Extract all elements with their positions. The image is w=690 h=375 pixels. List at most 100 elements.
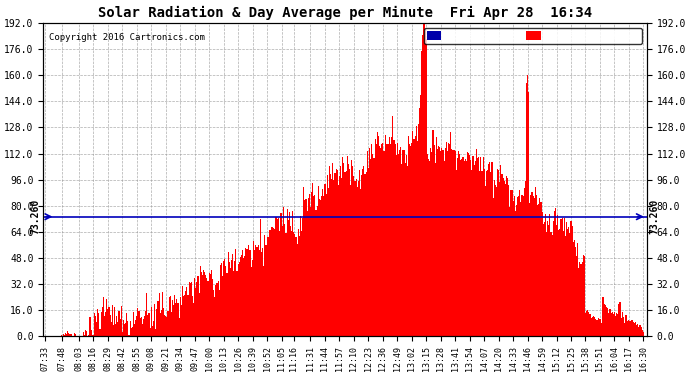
Bar [346,156,348,336]
Bar [593,316,594,336]
Bar [95,316,96,336]
Bar [113,325,114,336]
Bar [547,222,548,336]
Bar [551,235,553,336]
Bar [310,207,311,336]
Bar [339,176,340,336]
Bar [616,314,618,336]
Bar [344,172,346,336]
Bar [438,146,439,336]
Bar [70,334,72,336]
Bar [156,309,157,336]
Bar [640,327,642,336]
Bar [309,194,310,336]
Bar [192,296,193,336]
Text: 73.260: 73.260 [30,199,40,234]
Bar [121,332,123,336]
Bar [507,178,508,336]
Bar [281,213,282,336]
Bar [468,153,469,336]
Bar [67,331,68,336]
Bar [123,321,124,336]
Bar [440,150,442,336]
Bar [90,330,92,336]
Bar [142,324,143,336]
Bar [197,276,199,336]
Bar [226,273,228,336]
Bar [331,179,332,336]
Bar [277,218,279,336]
Bar [333,180,335,336]
Bar [159,312,161,336]
Bar [498,170,499,336]
Bar [459,154,460,336]
Bar [448,143,449,336]
Bar [366,152,368,336]
Bar [605,305,606,336]
Bar [107,309,108,336]
Bar [270,230,271,336]
Bar [504,182,505,336]
Bar [524,188,525,336]
Bar [288,220,289,336]
Bar [286,209,288,336]
Legend: Median (W/m2), Radiation (W/m2): Median (W/m2), Radiation (W/m2) [424,28,642,44]
Bar [458,151,459,336]
Bar [410,146,411,336]
Bar [584,256,585,336]
Bar [248,251,250,336]
Bar [554,211,555,336]
Bar [313,196,315,336]
Bar [565,236,566,336]
Bar [75,334,76,336]
Bar [573,242,574,336]
Bar [531,192,533,336]
Bar [564,218,565,336]
Bar [567,229,569,336]
Bar [380,148,381,336]
Bar [251,267,252,336]
Bar [635,322,636,336]
Bar [597,320,598,336]
Bar [224,259,226,336]
Bar [322,189,324,336]
Bar [201,272,202,336]
Bar [631,320,632,336]
Bar [99,329,101,336]
Bar [266,237,268,336]
Bar [516,205,517,336]
Bar [194,278,195,336]
Bar [479,171,480,336]
Bar [413,140,415,336]
Bar [228,262,230,336]
Bar [596,320,597,336]
Bar [611,312,613,336]
Bar [268,231,270,336]
Bar [136,316,137,336]
Bar [355,178,357,336]
Bar [398,154,399,336]
Bar [235,249,237,336]
Bar [583,255,584,336]
Bar [85,330,86,336]
Bar [166,317,168,336]
Bar [335,169,337,336]
Bar [349,170,350,336]
Bar [526,84,527,336]
Bar [330,174,331,336]
Bar [569,233,571,336]
Bar [311,192,312,336]
Bar [384,135,386,336]
Bar [253,241,254,336]
Bar [386,144,387,336]
Bar [244,255,246,336]
Bar [466,161,467,336]
Bar [231,260,232,336]
Bar [500,165,502,336]
Bar [202,276,203,336]
Bar [341,178,342,336]
Bar [250,250,251,336]
Bar [399,150,400,336]
Bar [540,202,542,336]
Bar [450,132,451,336]
